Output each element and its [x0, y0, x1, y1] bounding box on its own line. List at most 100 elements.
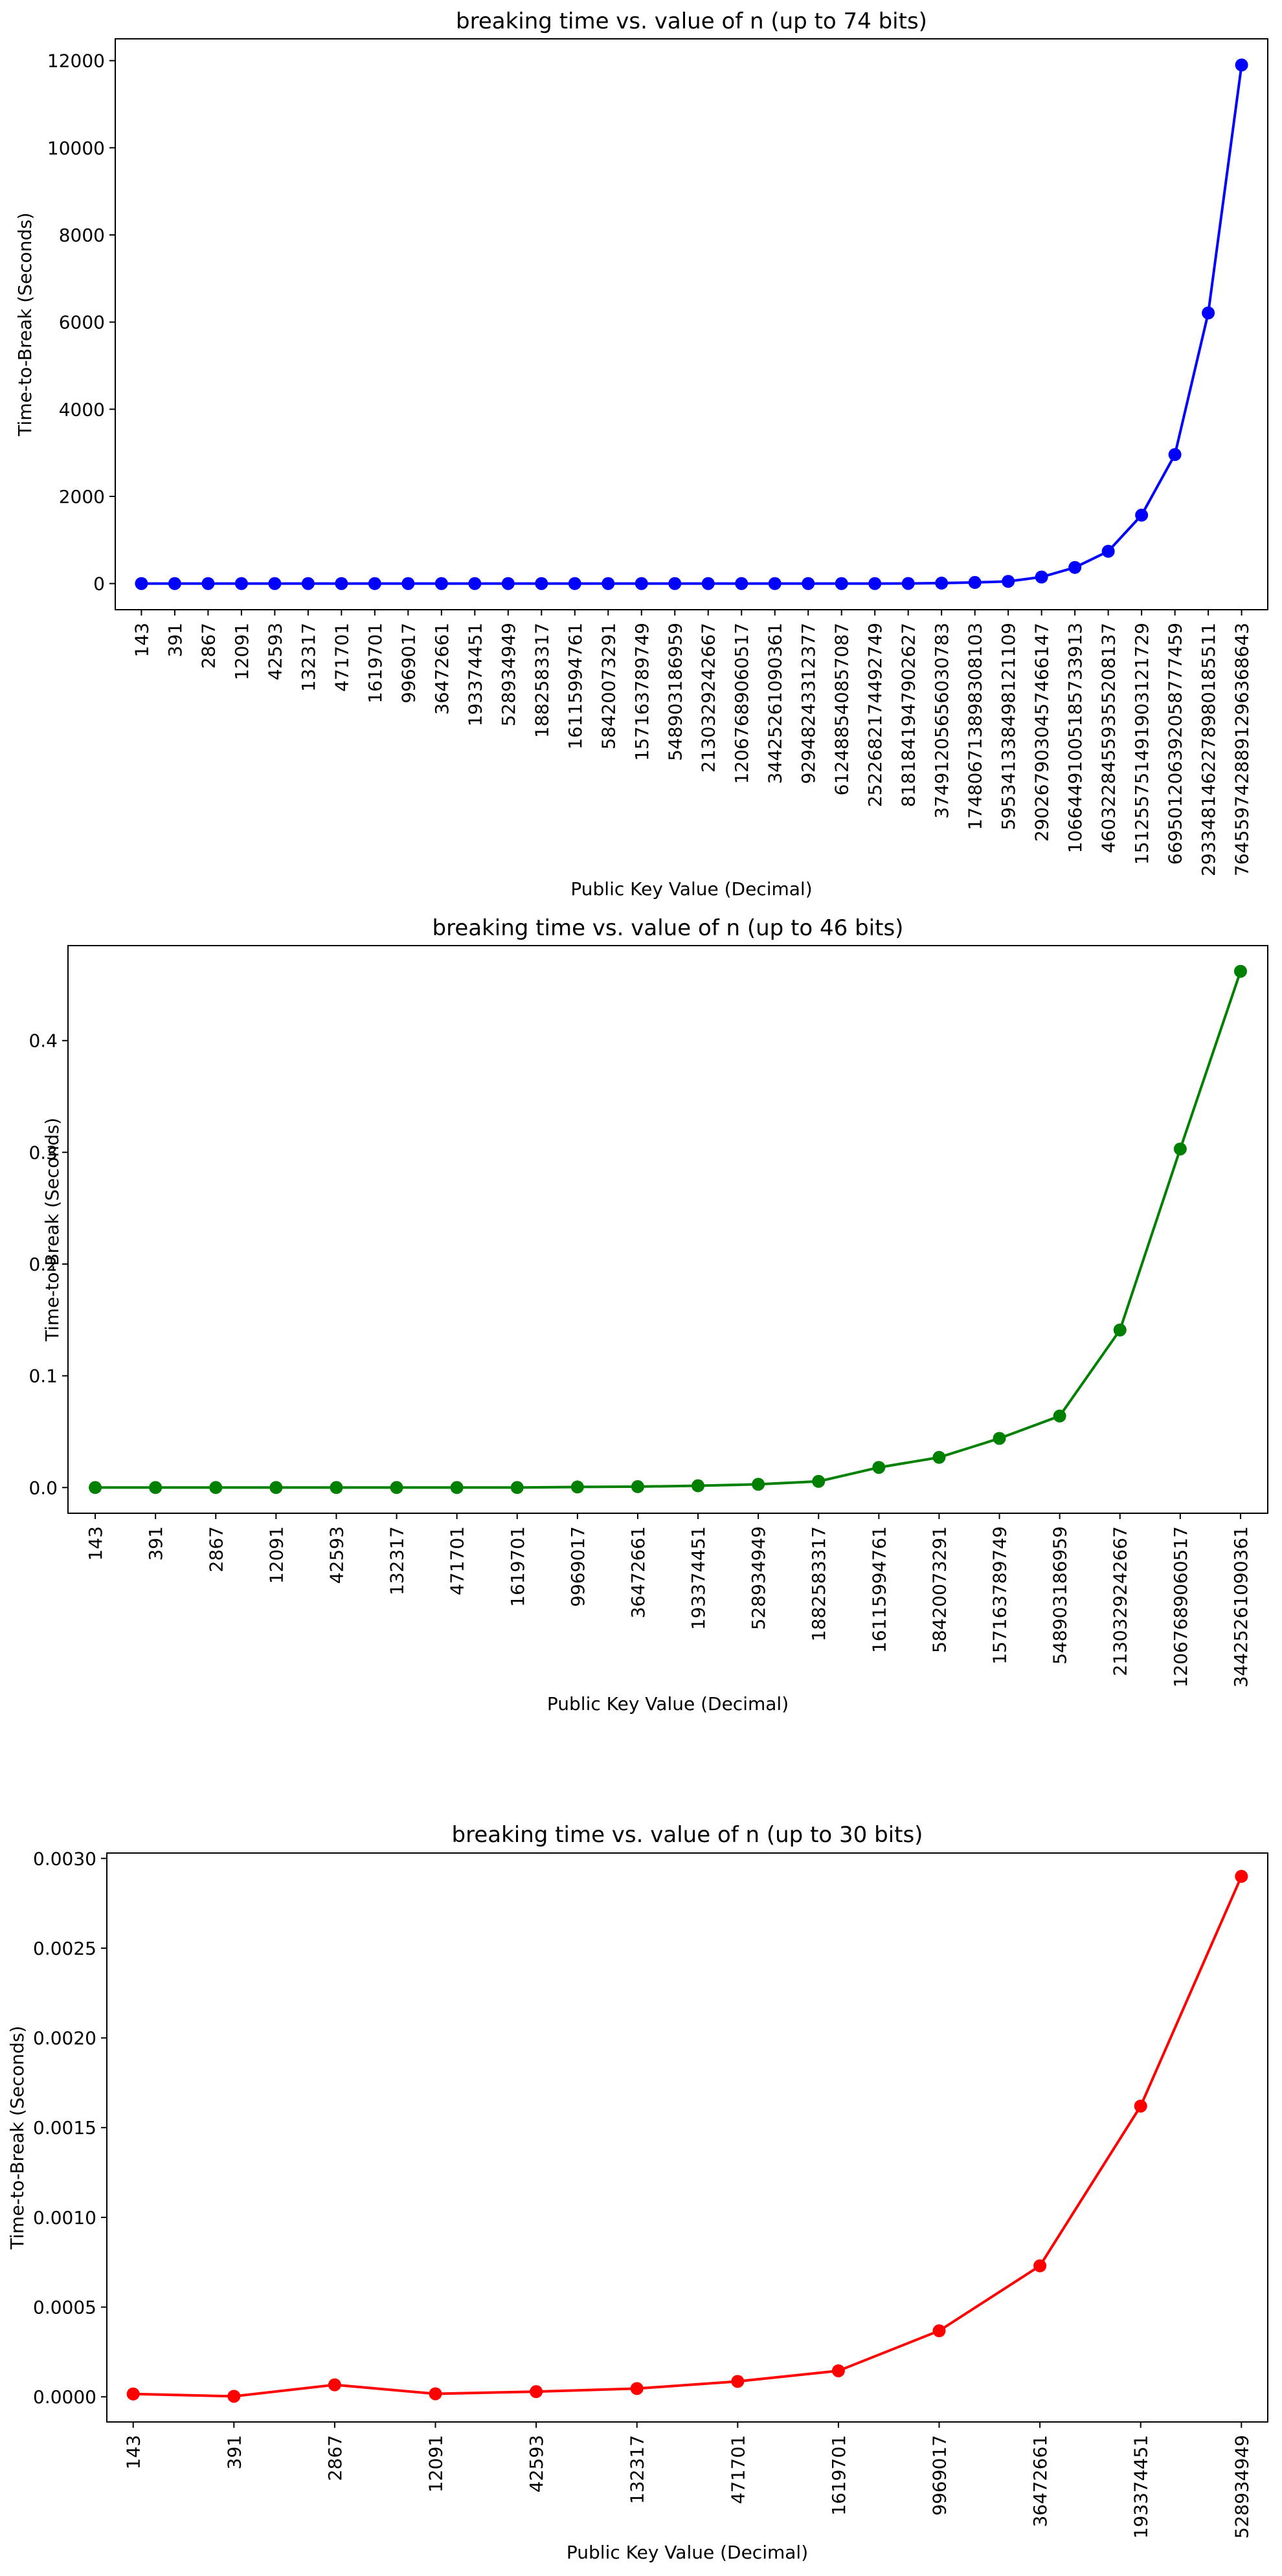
- data-point: [468, 577, 482, 590]
- x-tick-label: 595341338498121109: [998, 623, 1019, 830]
- data-point: [1002, 575, 1015, 588]
- data-point: [126, 2387, 140, 2401]
- data-point: [1053, 1409, 1066, 1423]
- plot-frame: [115, 38, 1268, 610]
- data-point: [1068, 561, 1082, 574]
- data-point: [630, 2382, 644, 2395]
- y-tick-label: 12000: [47, 50, 105, 72]
- x-tick-label: 2867: [205, 1526, 227, 1572]
- y-tick-label: 8000: [59, 225, 105, 246]
- x-tick-label: 34425261090361: [765, 623, 786, 784]
- x-tick-label: 143: [131, 623, 152, 657]
- x-tick-label: 2867: [197, 623, 219, 669]
- y-tick-label: 0.3: [28, 1142, 58, 1163]
- y-tick-label: 0.0030: [33, 1848, 96, 1869]
- data-point: [227, 2390, 241, 2403]
- x-tick-label: 58420073291: [598, 623, 619, 749]
- data-point: [89, 1481, 102, 1494]
- data-point: [570, 1480, 584, 1494]
- data-point: [335, 577, 348, 590]
- x-tick-label: 193374451: [1130, 2435, 1152, 2538]
- x-tick-label: 9969017: [928, 2435, 950, 2516]
- y-tick-label: 0.2: [28, 1254, 58, 1275]
- x-tick-label: 7645597428891296368643: [1231, 623, 1253, 876]
- x-axis-label: Public Key Value (Decimal): [547, 1693, 789, 1715]
- data-point: [752, 1478, 765, 1491]
- data-point: [872, 1461, 886, 1474]
- data-point: [1033, 2259, 1047, 2272]
- data-point: [390, 1481, 403, 1494]
- data-point: [368, 577, 381, 590]
- x-tick-label: 46032284559355208137: [1098, 623, 1119, 853]
- data-point: [1235, 1870, 1248, 1883]
- data-point: [731, 2375, 745, 2388]
- x-tick-label: 42593: [526, 2435, 547, 2493]
- data-point: [530, 2385, 543, 2399]
- data-point: [1035, 570, 1048, 584]
- data-point: [1168, 448, 1182, 461]
- x-tick-label: 10664491005185733913: [1064, 623, 1086, 853]
- data-point: [1101, 544, 1115, 558]
- x-tick-label: 12091: [265, 1526, 287, 1584]
- data-point: [269, 1481, 283, 1494]
- y-tick-label: 10000: [47, 137, 105, 159]
- y-axis-label: Time-to-Break (Seconds): [6, 2026, 28, 2250]
- data-point: [901, 577, 915, 590]
- data-point: [328, 2378, 341, 2392]
- x-tick-label: 157163789749: [989, 1526, 1011, 1665]
- data-point: [535, 577, 548, 590]
- x-tick-label: 143: [123, 2435, 144, 2469]
- data-point: [568, 577, 581, 590]
- chart-title: breaking time vs. value of n (up to 74 b…: [456, 8, 927, 34]
- data-point: [831, 2364, 845, 2377]
- x-tick-label: 2902679030457466147: [1031, 623, 1053, 841]
- y-tick-label: 6000: [59, 312, 105, 333]
- data-point: [501, 577, 515, 590]
- data-point: [429, 2387, 442, 2401]
- data-point: [692, 1479, 705, 1493]
- x-tick-label: 16115994761: [868, 1526, 890, 1653]
- x-tick-label: 132317: [298, 623, 319, 692]
- x-tick-label: 193374451: [688, 1526, 709, 1630]
- x-tick-label: 12091: [425, 2435, 447, 2493]
- x-tick-label: 12091: [231, 623, 253, 680]
- x-tick-label: 42593: [264, 623, 286, 680]
- data-point: [135, 577, 148, 590]
- data-point: [330, 1481, 343, 1494]
- x-tick-label: 612488540857087: [831, 623, 853, 795]
- data-point: [1233, 964, 1247, 978]
- chart-1: breaking time vs. value of n (up to 74 b…: [14, 8, 1268, 900]
- data-point: [635, 577, 648, 590]
- data-point: [602, 577, 615, 590]
- y-tick-label: 0.0025: [33, 1938, 96, 1959]
- x-tick-label: 1619701: [365, 623, 386, 704]
- data-point: [234, 577, 248, 590]
- x-tick-label: 548903186959: [664, 623, 686, 761]
- y-tick-label: 0.4: [28, 1030, 58, 1052]
- x-tick-label: 2522682174492749: [864, 623, 886, 807]
- x-tick-label: 669501206392058777459: [1165, 623, 1186, 865]
- y-tick-label: 0.1: [28, 1366, 58, 1387]
- x-tick-label: 132317: [387, 1526, 408, 1595]
- data-point: [868, 577, 882, 590]
- x-tick-label: 2130329242667: [698, 623, 719, 773]
- chart-title: breaking time vs. value of n (up to 30 b…: [452, 1822, 923, 1848]
- data-point: [201, 577, 215, 590]
- data-point: [812, 1474, 826, 1488]
- x-tick-label: 548903186959: [1050, 1526, 1071, 1665]
- x-tick-label: 37491205656030783: [931, 623, 952, 819]
- data-point: [835, 577, 848, 590]
- data-point: [1235, 58, 1248, 72]
- data-point: [935, 576, 949, 590]
- chart-3: breaking time vs. value of n (up to 30 b…: [6, 1822, 1268, 2563]
- data-point: [1135, 508, 1149, 522]
- x-tick-label: 1619701: [507, 1526, 528, 1607]
- data-point: [450, 1481, 464, 1494]
- x-tick-label: 157163789749: [631, 623, 653, 761]
- plot-frame: [67, 945, 1268, 1514]
- x-tick-label: 36472661: [431, 623, 453, 715]
- series-line: [95, 971, 1242, 1489]
- data-point: [668, 577, 682, 590]
- y-tick-label: 4000: [59, 399, 105, 420]
- data-point: [1113, 1323, 1127, 1337]
